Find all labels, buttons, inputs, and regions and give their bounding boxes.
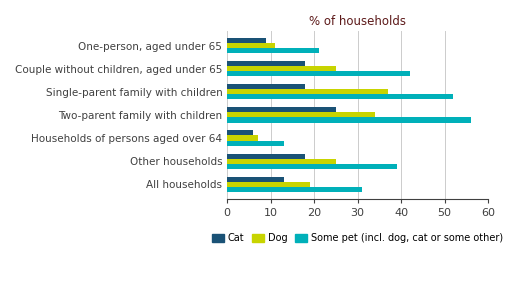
Bar (227, 107, 335, 112)
Bar (227, 61, 305, 66)
Title: % of households: % of households (308, 15, 405, 28)
Bar (227, 84, 305, 89)
Bar (227, 187, 361, 192)
Bar (227, 130, 253, 136)
Bar (227, 182, 309, 187)
Bar (227, 66, 335, 71)
Bar (227, 38, 266, 43)
Bar (227, 43, 274, 48)
Bar (227, 177, 283, 182)
Bar (227, 136, 257, 140)
Bar (227, 48, 318, 53)
Bar (227, 71, 409, 76)
Bar (227, 112, 374, 117)
Bar (227, 140, 283, 146)
Bar (227, 153, 305, 159)
Bar (227, 89, 387, 94)
Bar (227, 164, 396, 169)
Legend: Cat, Dog, Some pet (incl. dog, cat or some other): Cat, Dog, Some pet (incl. dog, cat or so… (208, 230, 506, 247)
Bar (227, 94, 453, 99)
Bar (227, 117, 470, 123)
Bar (227, 159, 335, 164)
